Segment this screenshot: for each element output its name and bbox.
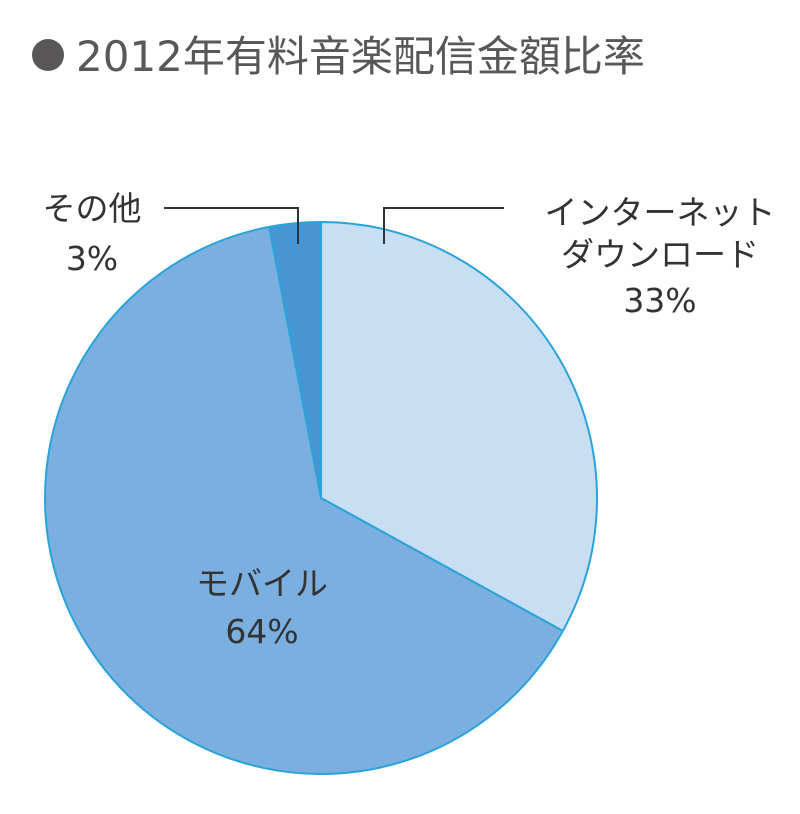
slice-label-mobile: モバイル (196, 564, 328, 603)
slice-value-internet-download: 33% (623, 281, 696, 320)
chart-title: 2012年有料音楽配信金額比率 (76, 32, 645, 81)
slice-value-mobile: 64% (225, 612, 298, 651)
pie-slice-mobile (44, 225, 564, 775)
slice-label-other: その他 (43, 189, 142, 228)
leader-lines (164, 207, 504, 244)
slice-labels: インターネット ダウンロード 33% モバイル 64% その他 3% (43, 189, 776, 651)
slice-label-internet-download-line2: ダウンロード (561, 235, 759, 274)
title-bullet-icon (32, 39, 64, 71)
pie-slices (44, 221, 598, 775)
slice-value-other: 3% (66, 239, 118, 278)
leader-line-internet-download (383, 207, 504, 244)
leader-line-other (164, 207, 299, 244)
pie-slice-internet-download (320, 221, 598, 632)
pie-slice-other (268, 221, 322, 499)
slice-label-internet-download-line1: インターネット (545, 193, 776, 232)
